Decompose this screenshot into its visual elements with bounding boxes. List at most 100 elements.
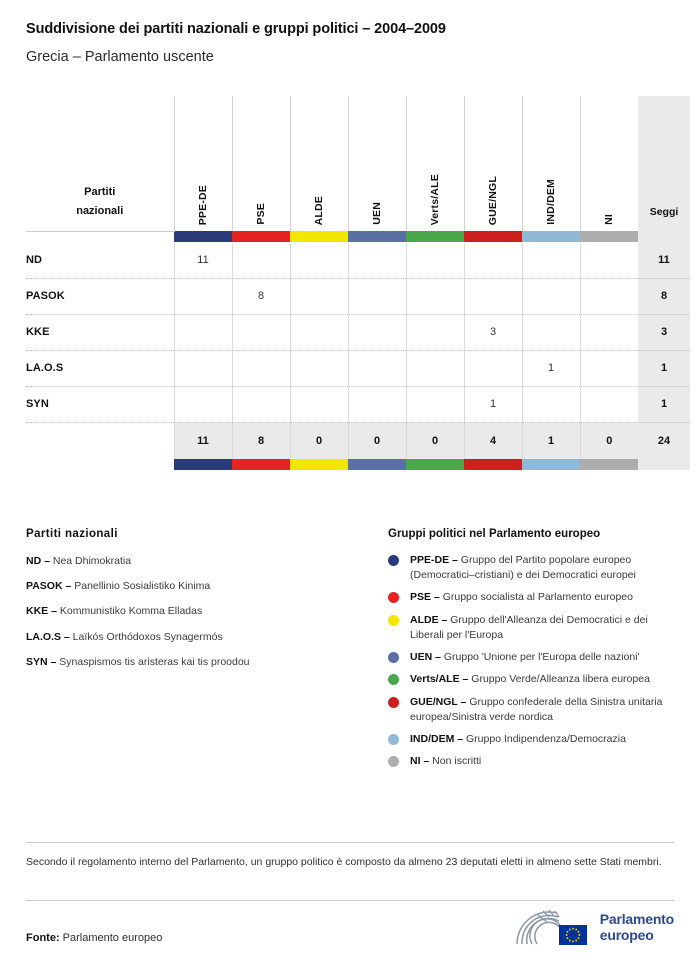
legend-party-name: Kommunistiko Komma Elladas — [56, 605, 203, 618]
legend-group-abbr: UEN – — [410, 651, 441, 664]
color-swatch-uen — [348, 231, 406, 243]
cell-ind_dem — [521, 242, 580, 279]
cell-ppe_de: 11 — [173, 242, 232, 279]
legend-group-abbr: NI – — [410, 755, 430, 768]
legend-group-item: UEN – Gruppo 'Unione per l'Europa delle … — [388, 650, 674, 665]
table-row: LA.O.S 1 1 — [26, 350, 690, 387]
total-gue_ngl: 4 — [463, 422, 522, 459]
legend-group-item: IND/DEM – Gruppo Indipendenza/Democrazia — [388, 732, 674, 747]
footer-color-strip-row — [26, 458, 690, 470]
logo-wordmark: Parlamento europeo — [600, 912, 674, 943]
column-header-ni: NI — [579, 96, 638, 231]
hemicycle-icon — [516, 909, 587, 945]
total-pse: 8 — [231, 422, 290, 459]
column-header-label: IND/DEM — [545, 179, 557, 225]
column-header-label: GUE/NGL — [487, 175, 499, 225]
cell-alde — [289, 314, 348, 351]
cell-ind_dem — [521, 314, 580, 351]
seats-column-header: Seggi — [638, 96, 690, 231]
cell-ind_dem: 1 — [521, 350, 580, 387]
page-subtitle: Grecia – Parlamento uscente — [26, 49, 214, 66]
column-header-ppe_de: PPE-DE — [173, 96, 232, 231]
legend-color-dot-icon — [388, 756, 399, 768]
legend-color-dot-icon — [388, 674, 399, 686]
column-header-verts: Verts/ALE — [405, 96, 464, 231]
table-row: PASOK 8 8 — [26, 278, 690, 315]
legend-group-name: Gruppo del Partito popolare europeo (Dem… — [410, 554, 636, 582]
color-swatch-bottom-ni — [580, 458, 638, 470]
color-swatch-bottom-ind_dem — [522, 458, 580, 470]
cell-alde — [289, 386, 348, 423]
legend-party-abbr: SYN – — [26, 655, 57, 668]
cell-verts — [405, 278, 464, 315]
legend-group-text: GUE/NGL – Gruppo confederale della Sinis… — [410, 695, 674, 725]
row-seats-total: 11 — [638, 242, 690, 279]
cell-verts — [405, 386, 464, 423]
color-swatch-pse — [232, 231, 290, 243]
legend-group-name: Gruppo socialista al Parlamento europeo — [439, 591, 633, 604]
row-seats-total: 1 — [638, 386, 690, 423]
cell-ni — [579, 314, 638, 351]
strip-spacer-label — [26, 230, 174, 243]
column-header-gue_ngl: GUE/NGL — [463, 96, 522, 231]
page-title: Suddivisione dei partiti nazionali e gru… — [26, 21, 446, 37]
cell-alde — [289, 278, 348, 315]
legend-group-abbr: PSE – — [410, 591, 440, 604]
cell-verts — [405, 350, 464, 387]
color-swatch-bottom-pse — [232, 458, 290, 470]
cell-uen — [347, 278, 406, 315]
color-swatch-bottom-gue_ngl — [464, 458, 522, 470]
column-header-label: ALDE — [313, 195, 325, 225]
row-header-line-2: nazionali — [76, 205, 124, 218]
row-party-label: SYN — [26, 386, 174, 423]
cell-alde — [289, 242, 348, 279]
total-ind_dem: 1 — [521, 422, 580, 459]
row-party-label: KKE — [26, 314, 174, 351]
color-swatch-verts — [406, 231, 464, 243]
cell-uen — [347, 350, 406, 387]
row-party-label: PASOK — [26, 278, 174, 315]
legend-color-dot-icon — [388, 592, 399, 604]
cell-ppe_de — [173, 350, 232, 387]
cell-ppe_de — [173, 314, 232, 351]
source-value: Parlamento europeo — [62, 932, 163, 944]
legend-group-item: ALDE – Gruppo dell'Alleanza dei Democrat… — [388, 613, 674, 643]
legend-party-name: Synaspismos tis aristeras kai tis proodo… — [56, 655, 250, 668]
column-header-label: PSE — [255, 203, 267, 225]
logo-line-2: europeo — [599, 927, 654, 943]
totals-row: 11 8 0 0 0 4 1 0 24 — [26, 422, 690, 459]
legend-group-item: PPE-DE – Gruppo del Partito popolare eur… — [388, 553, 674, 583]
cell-gue_ngl: 1 — [463, 386, 522, 423]
cell-gue_ngl — [463, 350, 522, 387]
divider-top — [26, 842, 674, 843]
legend-party-name: Laïkós Orthódoxos Synagermós — [69, 630, 223, 643]
cell-ni — [579, 350, 638, 387]
european-parliament-logo: Parlamento europeo — [513, 908, 674, 948]
legend-group-abbr: IND/DEM – — [410, 732, 464, 745]
table-row: ND 11 11 — [26, 242, 690, 279]
legend-party-abbr: PASOK – — [26, 580, 72, 593]
column-header-label: Verts/ALE — [429, 173, 441, 225]
table-row: SYN 1 1 — [26, 386, 690, 423]
column-header-alde: ALDE — [289, 96, 348, 231]
total-ppe_de: 11 — [173, 422, 232, 459]
total-verts: 0 — [405, 422, 464, 459]
cell-ppe_de — [173, 386, 232, 423]
cell-ind_dem — [521, 278, 580, 315]
row-seats-total: 3 — [638, 314, 690, 351]
cell-ppe_de — [173, 278, 232, 315]
footnote-text: Secondo il regolamento interno del Parla… — [26, 856, 662, 868]
legend-groups-heading: Gruppi politici nel Parlamento europeo — [388, 528, 601, 540]
strip-spacer-label-bottom — [26, 458, 174, 470]
strip-spacer-seats-bottom — [638, 458, 690, 470]
totals-row-label — [26, 422, 174, 459]
legend-group-abbr: PPE-DE – — [410, 554, 458, 566]
cell-pse — [231, 314, 290, 351]
legend-group-name: Gruppo confederale della Sinistra unitar… — [410, 695, 663, 723]
legend-party-item: LA.O.S – Laïkós Orthódoxos Synagermós — [26, 630, 362, 644]
legend-color-dot-icon — [388, 614, 399, 626]
color-swatch-ppe_de — [174, 231, 232, 243]
color-swatch-ni — [580, 231, 638, 243]
legend-party-abbr: KKE – — [26, 605, 57, 618]
